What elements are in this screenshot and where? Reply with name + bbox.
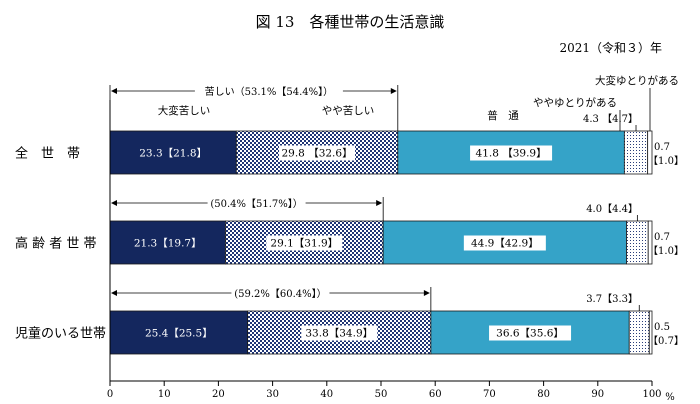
bracket-arrowhead bbox=[111, 88, 117, 94]
bar-segment-very-easy bbox=[647, 130, 653, 175]
data-label-somewhat-easy: 4.0【4.4】 bbox=[586, 203, 638, 215]
data-label-bg bbox=[266, 235, 343, 251]
data-label: 44.9【42.9】 bbox=[471, 238, 539, 250]
bars-layer: 23.3【21.8】 29.8 【32.6】 41.8 【39.9】 21.3【19.… bbox=[109, 130, 653, 355]
x-tick-label: 20 bbox=[212, 389, 225, 400]
x-tick-label: 40 bbox=[320, 389, 333, 400]
x-tick-label: 100 bbox=[642, 389, 661, 400]
segment-label: 大変苦しい bbox=[158, 104, 211, 117]
data-label: 29.1【31.9】 bbox=[270, 238, 338, 250]
x-tick-label: 60 bbox=[429, 389, 442, 400]
data-label-somewhat-easy: 4.3 【4.7】 bbox=[583, 113, 638, 125]
x-tick-label: 0 bbox=[107, 389, 113, 400]
category-label: 児童のいる世帯 bbox=[15, 326, 106, 342]
bar-segment-somewhat-easy bbox=[626, 220, 649, 265]
x-unit-label: % bbox=[665, 392, 675, 403]
data-label-very-easy: 0.7 bbox=[654, 142, 670, 153]
bracket-label-bg bbox=[207, 195, 306, 210]
bracket-arrowhead bbox=[423, 290, 430, 296]
bracket-label: (50.4%【51.7%】） bbox=[210, 198, 302, 210]
x-tick-label: 90 bbox=[591, 389, 604, 400]
data-label: 21.3【19.7】 bbox=[134, 238, 202, 250]
bracket-arrowhead bbox=[390, 88, 397, 94]
data-label-bg bbox=[489, 325, 572, 341]
data-label-bg bbox=[470, 145, 553, 161]
bracket-arrowhead bbox=[376, 200, 383, 206]
chart-subtitle: 2021（令和３）年 bbox=[559, 40, 662, 55]
segment-label: ややゆとりがある bbox=[533, 96, 617, 109]
x-axis: 0 10 20 30 40 50 60 70 80 90 100% bbox=[107, 100, 675, 403]
bar-segment-somewhat-hard bbox=[247, 310, 432, 355]
bar-segment-somewhat-hard bbox=[225, 220, 384, 265]
data-label: 41.8 【39.9】 bbox=[476, 148, 547, 160]
data-label-very-easy: 0.5 bbox=[654, 322, 670, 333]
bracket-arrowhead bbox=[111, 200, 117, 206]
bracket-label-bg bbox=[194, 83, 343, 98]
bar-segment-somewhat-easy bbox=[623, 130, 649, 175]
data-label: 33.8【34.9】 bbox=[305, 328, 373, 340]
bracket-arrowhead bbox=[111, 290, 117, 296]
x-tick-label: 70 bbox=[483, 389, 496, 400]
x-tick-label: 50 bbox=[375, 389, 388, 400]
bar-segment-very-easy bbox=[648, 310, 653, 355]
bar-segment-very-hard bbox=[109, 220, 226, 265]
data-label: 23.3【21.8】 bbox=[139, 148, 207, 160]
bar-segment-very-easy bbox=[647, 220, 653, 265]
data-label-very-easy-prev: 【1.0】 bbox=[648, 245, 684, 257]
bracket-label-bg bbox=[231, 285, 330, 300]
bracket-label: (59.2%【60.4%】） bbox=[234, 288, 326, 300]
data-label-bg bbox=[301, 325, 378, 341]
bar-segment-very-hard bbox=[109, 130, 237, 175]
data-label-somewhat-easy: 3.7【3.3】 bbox=[586, 293, 638, 305]
bar-segment-somewhat-easy bbox=[628, 310, 650, 355]
chart-title: 図 13 各種世帯の生活意識 bbox=[256, 13, 445, 31]
segment-label: 大変ゆとりがある bbox=[595, 74, 679, 87]
data-label: 36.6【35.6】 bbox=[496, 328, 564, 340]
data-label-bg bbox=[279, 145, 356, 161]
category-label: 高 齢 者 世 帯 bbox=[15, 236, 97, 252]
data-label-very-easy-prev: 【0.7】 bbox=[648, 335, 684, 347]
data-label: 29.8 【32.6】 bbox=[281, 148, 352, 160]
segment-label: 普 通 bbox=[487, 109, 519, 122]
bracket-label: 苦しい（53.1%【54.4%】） bbox=[205, 85, 334, 98]
bar-segment-very-hard bbox=[109, 310, 249, 355]
data-label-very-easy: 0.7 bbox=[654, 232, 670, 243]
data-label: 25.4【25.5】 bbox=[145, 328, 213, 340]
segment-label: やや苦しい bbox=[322, 104, 375, 117]
x-tick-label: 10 bbox=[158, 389, 171, 400]
data-label-bg bbox=[463, 235, 546, 251]
data-label-very-easy-prev: 【1.0】 bbox=[648, 155, 684, 167]
x-tick-label: 80 bbox=[537, 389, 550, 400]
category-label: 全 世 帯 bbox=[15, 146, 80, 162]
x-tick-label: 30 bbox=[266, 389, 279, 400]
